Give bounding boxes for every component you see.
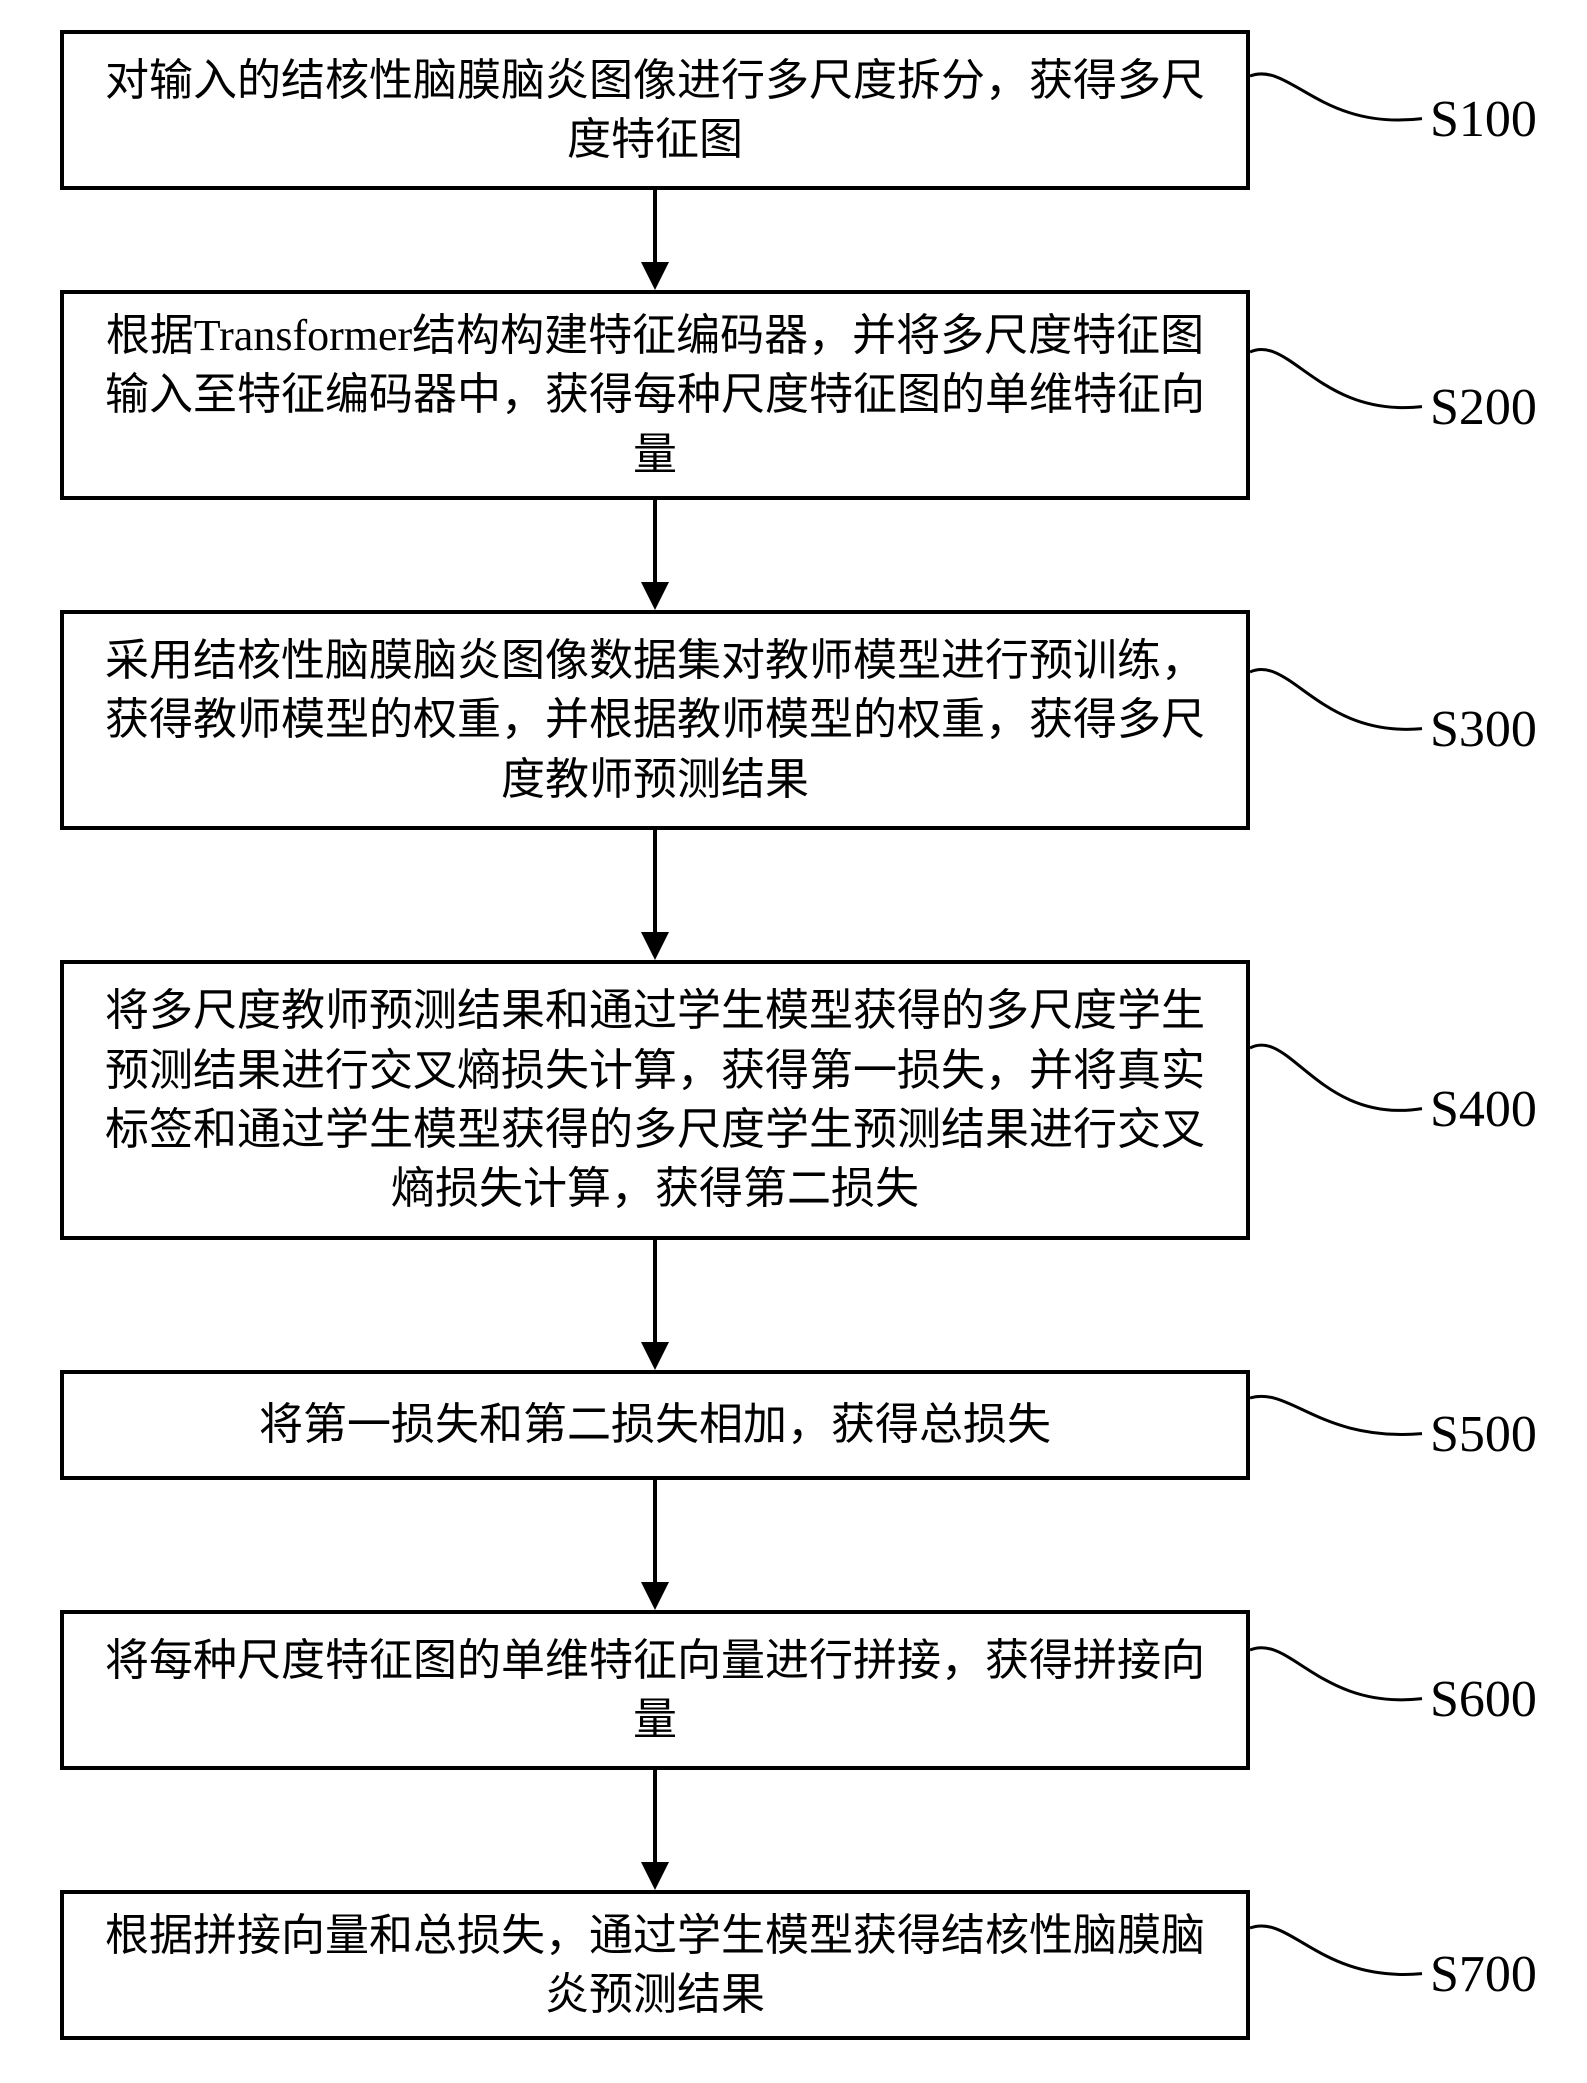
step-box-s600: 将每种尺度特征图的单维特征向量进行拼接，获得拼接向量 <box>60 1610 1250 1770</box>
arrow-line-s300 <box>653 830 657 932</box>
arrow-line-s500 <box>653 1480 657 1582</box>
step-box-s100: 对输入的结核性脑膜脑炎图像进行多尺度拆分，获得多尺度特征图 <box>60 30 1250 190</box>
step-box-s700: 根据拼接向量和总损失，通过学生模型获得结核性脑膜脑炎预测结果 <box>60 1890 1250 2040</box>
step-box-s300: 采用结核性脑膜脑炎图像数据集对教师模型进行预训练，获得教师模型的权重，并根据教师… <box>60 610 1250 830</box>
arrow-line-s100 <box>653 190 657 262</box>
arrow-line-s200 <box>653 500 657 582</box>
arrow-head-icon <box>641 932 669 960</box>
flowchart-canvas: 对输入的结核性脑膜脑炎图像进行多尺度拆分，获得多尺度特征图 S100 根据Trans… <box>0 0 1587 2054</box>
arrow-line-s600 <box>653 1770 657 1862</box>
arrow-head-icon <box>641 1582 669 1610</box>
step-label-s400: S400 <box>1430 1080 1537 1139</box>
step-label-s200: S200 <box>1430 378 1537 437</box>
step-text: 将多尺度教师预测结果和通过学生模型获得的多尺度学生预测结果进行交叉熵损失计算，获… <box>94 981 1216 1219</box>
step-box-s500: 将第一损失和第二损失相加，获得总损失 <box>60 1370 1250 1480</box>
step-text: 根据拼接向量和总损失，通过学生模型获得结核性脑膜脑炎预测结果 <box>94 1906 1216 2025</box>
step-label-s100: S100 <box>1430 90 1537 149</box>
step-box-s400: 将多尺度教师预测结果和通过学生模型获得的多尺度学生预测结果进行交叉熵损失计算，获… <box>60 960 1250 1240</box>
step-label-s300: S300 <box>1430 700 1537 759</box>
arrow-head-icon <box>641 1862 669 1890</box>
arrow-head-icon <box>641 1342 669 1370</box>
step-box-s200: 根据Transformer结构构建特征编码器，并将多尺度特征图输入至特征编码器中… <box>60 290 1250 500</box>
step-text: 对输入的结核性脑膜脑炎图像进行多尺度拆分，获得多尺度特征图 <box>94 51 1216 170</box>
step-text: 将每种尺度特征图的单维特征向量进行拼接，获得拼接向量 <box>94 1631 1216 1750</box>
arrow-line-s400 <box>653 1240 657 1342</box>
arrow-head-icon <box>641 582 669 610</box>
step-text: 根据Transformer结构构建特征编码器，并将多尺度特征图输入至特征编码器中… <box>94 306 1216 484</box>
arrow-head-icon <box>641 262 669 290</box>
step-text: 采用结核性脑膜脑炎图像数据集对教师模型进行预训练，获得教师模型的权重，并根据教师… <box>94 631 1216 809</box>
step-text: 将第一损失和第二损失相加，获得总损失 <box>259 1395 1051 1454</box>
step-label-s600: S600 <box>1430 1670 1537 1729</box>
step-label-s700: S700 <box>1430 1945 1537 2004</box>
step-label-s500: S500 <box>1430 1405 1537 1464</box>
